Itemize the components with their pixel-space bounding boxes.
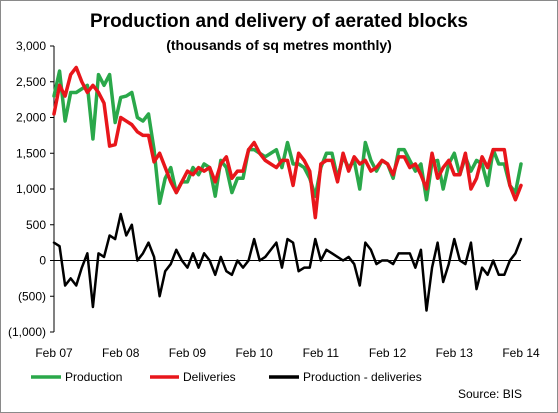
x-tick-label: Feb 07 bbox=[35, 346, 73, 360]
y-tick-label: (1,000) bbox=[8, 325, 46, 339]
legend-item: Production bbox=[31, 370, 122, 384]
legend-label: Production - deliveries bbox=[303, 370, 422, 384]
legend-label: Production bbox=[65, 370, 122, 384]
x-tick-label: Feb 11 bbox=[303, 346, 340, 360]
series-line-deliveries bbox=[52, 65, 523, 220]
legend-item: Deliveries bbox=[150, 370, 236, 384]
y-tick-label: 2,000 bbox=[16, 111, 46, 125]
y-tick-label: 1,000 bbox=[16, 182, 46, 196]
x-tick-label: Feb 12 bbox=[369, 346, 407, 360]
source-label: Source: BIS bbox=[458, 387, 522, 401]
legend-item: Production - deliveries bbox=[269, 370, 422, 384]
y-tick-label: 3,000 bbox=[16, 39, 46, 53]
chart-subtitle: (thousands of sq metres monthly) bbox=[166, 37, 392, 53]
series-line-production-deliveries bbox=[52, 212, 523, 312]
y-tick-label: (500) bbox=[18, 289, 46, 303]
x-tick-label: Feb 13 bbox=[436, 346, 474, 360]
x-axis: Feb 07 Feb 08 Feb 09 Feb 10 Feb 11 Feb 12 Feb … bbox=[35, 260, 540, 360]
x-tick-label: Feb 10 bbox=[235, 346, 273, 360]
series-lines bbox=[52, 65, 523, 312]
y-axis: (1,000) (500) 0 500 1,000 1,500 2,000 2,500 3,00… bbox=[8, 39, 55, 339]
y-tick-label: 2,500 bbox=[16, 75, 46, 89]
chart-title: Production and delivery of aerated block… bbox=[90, 11, 468, 32]
y-tick-label: 500 bbox=[26, 218, 46, 232]
legend: Production Deliveries Production - deliver… bbox=[31, 370, 422, 384]
legend-label: Deliveries bbox=[183, 370, 236, 384]
x-tick-label: Feb 14 bbox=[502, 346, 540, 360]
y-tick-label: 1,500 bbox=[16, 146, 46, 160]
x-tick-label: Feb 08 bbox=[102, 346, 140, 360]
series-line-production bbox=[52, 69, 523, 206]
y-tick-label: 0 bbox=[39, 254, 46, 268]
x-tick-label: Feb 09 bbox=[169, 346, 207, 360]
